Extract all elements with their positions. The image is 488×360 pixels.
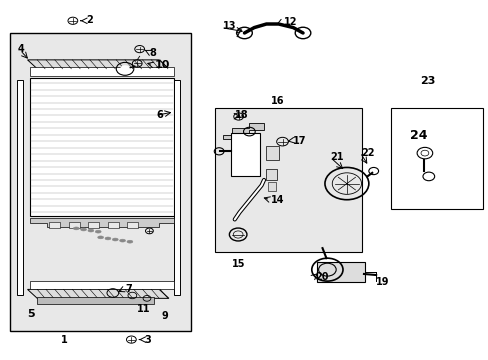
Bar [215,108,361,252]
Bar [390,108,483,209]
Bar [266,169,277,180]
Polygon shape [27,289,168,298]
Text: 20: 20 [315,272,328,282]
Ellipse shape [98,236,103,239]
Circle shape [120,65,130,72]
Bar [88,222,99,228]
Bar [30,282,173,289]
Text: 22: 22 [361,148,374,158]
Text: 14: 14 [271,195,284,205]
Ellipse shape [88,229,94,232]
Text: 5: 5 [27,310,35,319]
Polygon shape [27,60,168,69]
Text: 1: 1 [61,334,67,345]
Text: 13: 13 [222,21,236,31]
Bar [30,67,173,76]
Text: 4: 4 [18,44,24,54]
Ellipse shape [120,239,125,242]
Bar [10,33,190,330]
Text: 11: 11 [137,304,150,314]
Bar [108,222,119,228]
Text: 6: 6 [157,111,163,121]
Bar [266,146,278,160]
Text: 12: 12 [283,17,296,27]
Bar [127,222,138,228]
Bar [49,222,60,228]
Ellipse shape [112,238,118,241]
Bar [37,297,154,304]
Ellipse shape [81,228,86,231]
Text: 18: 18 [234,111,248,121]
Text: 7: 7 [125,284,131,294]
Bar [30,78,173,216]
Text: 17: 17 [293,136,306,145]
Ellipse shape [95,230,101,233]
Text: 21: 21 [329,152,343,162]
Text: 23: 23 [419,76,434,86]
Bar [267,182,275,191]
Ellipse shape [127,240,133,243]
Ellipse shape [105,237,111,240]
Ellipse shape [73,227,79,230]
Text: 16: 16 [271,96,284,106]
Bar [17,80,23,295]
Text: 15: 15 [232,259,245,269]
Bar [230,134,260,176]
Polygon shape [30,218,173,226]
Bar [69,222,80,228]
Text: 8: 8 [149,48,156,58]
Bar [316,262,365,282]
Text: 24: 24 [409,129,427,142]
Text: 10: 10 [154,60,169,70]
Text: 2: 2 [86,15,93,26]
Bar [173,80,180,295]
Text: 3: 3 [144,334,151,345]
Polygon shape [222,123,264,139]
Text: 19: 19 [375,277,389,287]
Text: 9: 9 [161,311,168,321]
